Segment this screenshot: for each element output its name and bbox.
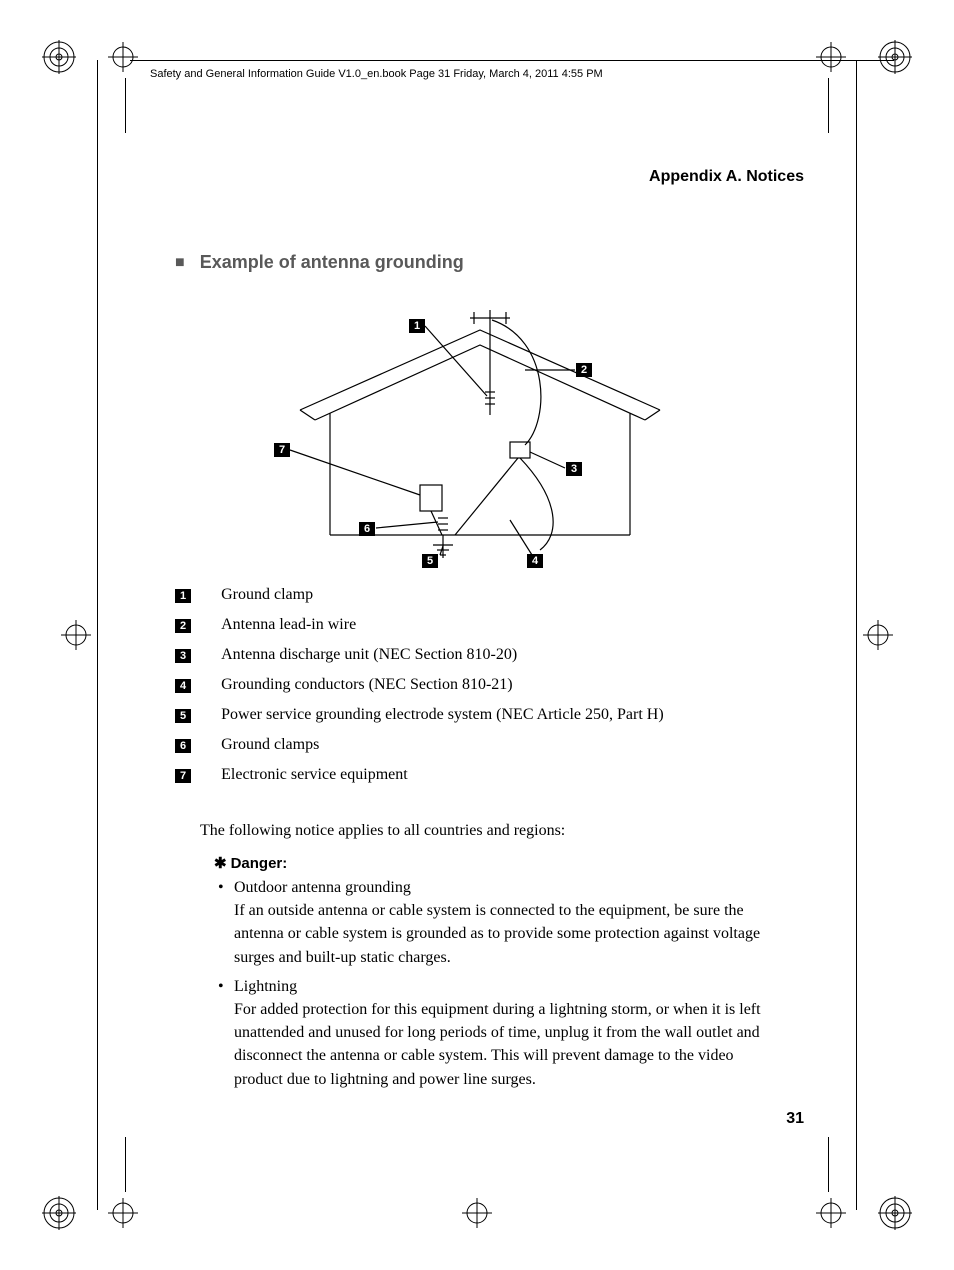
legend-num: 3 bbox=[175, 649, 191, 663]
crosshair-icon bbox=[816, 1198, 846, 1228]
legend-num: 1 bbox=[175, 589, 191, 603]
crop-line bbox=[125, 78, 126, 133]
legend-row: 2 Antenna lead-in wire bbox=[175, 616, 805, 634]
diagram-callout-3: 3 bbox=[566, 462, 582, 476]
danger-list: Outdoor antenna grounding If an outside … bbox=[214, 876, 784, 1091]
diagram-callout-1: 1 bbox=[409, 319, 425, 333]
crop-line bbox=[828, 78, 829, 133]
section-title: Appendix A. Notices bbox=[649, 168, 804, 186]
crosshair-icon bbox=[61, 620, 91, 650]
legend-num: 7 bbox=[175, 769, 191, 783]
danger-block: ✱Danger: Outdoor antenna grounding If an… bbox=[214, 854, 784, 1097]
legend-num: 6 bbox=[175, 739, 191, 753]
danger-label: Danger: bbox=[231, 855, 288, 872]
notice-text: The following notice applies to all coun… bbox=[200, 822, 780, 840]
legend-text: Ground clamps bbox=[221, 736, 319, 754]
legend-text: Antenna discharge unit (NEC Section 810-… bbox=[221, 646, 517, 664]
legend-row: 7 Electronic service equipment bbox=[175, 766, 805, 784]
crosshair-icon bbox=[108, 1198, 138, 1228]
danger-item-title: Outdoor antenna grounding bbox=[234, 879, 411, 896]
legend-text: Ground clamp bbox=[221, 586, 313, 604]
registration-mark-icon bbox=[878, 1196, 912, 1230]
star-icon: ✱ bbox=[214, 855, 227, 872]
crosshair-icon bbox=[816, 42, 846, 72]
subheading-text: Example of antenna grounding bbox=[200, 252, 464, 272]
antenna-grounding-diagram: 1 2 3 4 5 6 7 bbox=[260, 300, 690, 580]
legend-text: Antenna lead-in wire bbox=[221, 616, 356, 634]
registration-mark-icon bbox=[42, 1196, 76, 1230]
square-bullet-icon: ■ bbox=[175, 254, 185, 271]
legend-row: 5 Power service grounding electrode syste… bbox=[175, 706, 805, 724]
legend-row: 1 Ground clamp bbox=[175, 586, 805, 604]
diagram-callout-2: 2 bbox=[576, 363, 592, 377]
legend-row: 3 Antenna discharge unit (NEC Section 810… bbox=[175, 646, 805, 664]
danger-item: Lightning For added protection for this … bbox=[214, 975, 784, 1091]
legend-list: 1 Ground clamp 2 Antenna lead-in wire 3 Ant… bbox=[175, 586, 805, 796]
diagram-callout-5: 5 bbox=[422, 554, 438, 568]
diagram-callout-6: 6 bbox=[359, 522, 375, 536]
crop-line bbox=[97, 60, 98, 1210]
legend-text: Electronic service equipment bbox=[221, 766, 408, 784]
legend-text: Grounding conductors (NEC Section 810-21… bbox=[221, 676, 513, 694]
crop-line bbox=[856, 60, 857, 1210]
crop-line bbox=[828, 1137, 829, 1192]
registration-mark-icon bbox=[42, 40, 76, 74]
legend-row: 6 Ground clamps bbox=[175, 736, 805, 754]
crosshair-icon bbox=[863, 620, 893, 650]
legend-num: 2 bbox=[175, 619, 191, 633]
crop-line bbox=[125, 1137, 126, 1192]
danger-item-title: Lightning bbox=[234, 978, 297, 995]
diagram-callout-7: 7 bbox=[274, 443, 290, 457]
crosshair-icon bbox=[462, 1198, 492, 1228]
subheading: ■ Example of antenna grounding bbox=[175, 252, 464, 273]
legend-row: 4 Grounding conductors (NEC Section 810-2… bbox=[175, 676, 805, 694]
header-rule bbox=[130, 60, 894, 61]
registration-mark-icon bbox=[878, 40, 912, 74]
legend-num: 4 bbox=[175, 679, 191, 693]
legend-text: Power service grounding electrode system… bbox=[221, 706, 664, 724]
house-diagram-svg bbox=[260, 300, 690, 580]
danger-item-body: If an outside antenna or cable system is… bbox=[234, 899, 784, 969]
page-number: 31 bbox=[786, 1110, 804, 1128]
legend-num: 5 bbox=[175, 709, 191, 723]
crosshair-icon bbox=[108, 42, 138, 72]
danger-heading: ✱Danger: bbox=[214, 854, 784, 872]
danger-item: Outdoor antenna grounding If an outside … bbox=[214, 876, 784, 969]
page-header-text: Safety and General Information Guide V1.… bbox=[150, 68, 603, 80]
diagram-callout-4: 4 bbox=[527, 554, 543, 568]
danger-item-body: For added protection for this equipment … bbox=[234, 998, 784, 1091]
